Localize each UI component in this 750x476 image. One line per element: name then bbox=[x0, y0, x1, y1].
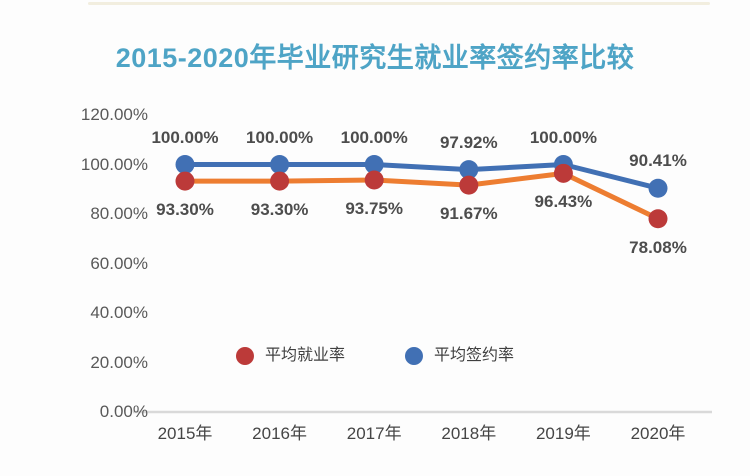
data-label-平均就业率-2018年: 91.67% bbox=[439, 204, 498, 224]
legend-label: 平均就业率 bbox=[264, 347, 345, 364]
x-tick-label: 2019年 bbox=[535, 424, 591, 443]
legend-dot-icon bbox=[235, 347, 254, 365]
series-marker bbox=[364, 170, 384, 190]
y-tick-label: 80.00% bbox=[90, 204, 148, 223]
legend-item-1: 平均签约率 bbox=[405, 346, 514, 366]
x-tick-label: 2020年 bbox=[630, 424, 686, 443]
y-tick-label: 60.00% bbox=[90, 253, 148, 273]
series-marker bbox=[553, 163, 573, 183]
series-marker bbox=[364, 155, 384, 174]
series-marker bbox=[648, 178, 668, 198]
series-marker bbox=[459, 175, 479, 195]
legend-label: 平均签约率 bbox=[434, 347, 515, 364]
data-label-平均签约率-2015年: 100.00% bbox=[151, 127, 219, 147]
chart-title: 2015-2020年毕业研究生就业率签约率比较 bbox=[115, 43, 635, 73]
data-label-平均签约率-2020年: 90.41% bbox=[629, 151, 687, 171]
data-label-平均就业率-2017年: 93.75% bbox=[345, 198, 404, 218]
data-label-平均就业率-2016年: 93.30% bbox=[250, 200, 309, 220]
top-accent-divider bbox=[88, 2, 710, 5]
x-tick-label: 2017年 bbox=[346, 424, 402, 443]
series-line-0 bbox=[182, 170, 661, 222]
series-marker bbox=[270, 171, 290, 191]
y-tick-label: 0.00% bbox=[99, 402, 148, 421]
data-label-平均就业率-2020年: 78.08% bbox=[629, 237, 687, 257]
legend-item-0: 平均就业率 bbox=[235, 346, 345, 366]
data-label-平均签约率-2016年: 100.00% bbox=[246, 127, 314, 147]
y-tick-label: 120.00% bbox=[80, 105, 148, 124]
series-marker bbox=[270, 155, 290, 174]
data-label-平均就业率-2015年: 93.30% bbox=[156, 200, 214, 220]
series-marker bbox=[175, 171, 195, 191]
series-marker bbox=[459, 160, 479, 180]
chart-legend: 平均就业率 平均签约率 bbox=[235, 346, 514, 366]
y-tick-label: 20.00% bbox=[90, 352, 148, 372]
y-tick-label: 100.00% bbox=[80, 154, 148, 174]
series-line-1 bbox=[182, 162, 661, 191]
x-tick-label: 2015年 bbox=[157, 424, 213, 443]
x-tick-label: 2016年 bbox=[252, 424, 307, 443]
legend-dot-icon bbox=[405, 347, 423, 365]
series-marker bbox=[175, 155, 195, 174]
data-label-平均签约率-2017年: 100.00% bbox=[340, 127, 408, 147]
data-label-平均签约率-2018年: 97.92% bbox=[439, 132, 498, 152]
y-tick-label: 40.00% bbox=[90, 303, 148, 322]
series-marker bbox=[648, 209, 668, 229]
x-tick-label: 2018年 bbox=[441, 424, 497, 443]
data-label-平均签约率-2019年: 100.00% bbox=[529, 127, 597, 147]
data-label-平均就业率-2019年: 96.43% bbox=[534, 192, 593, 212]
